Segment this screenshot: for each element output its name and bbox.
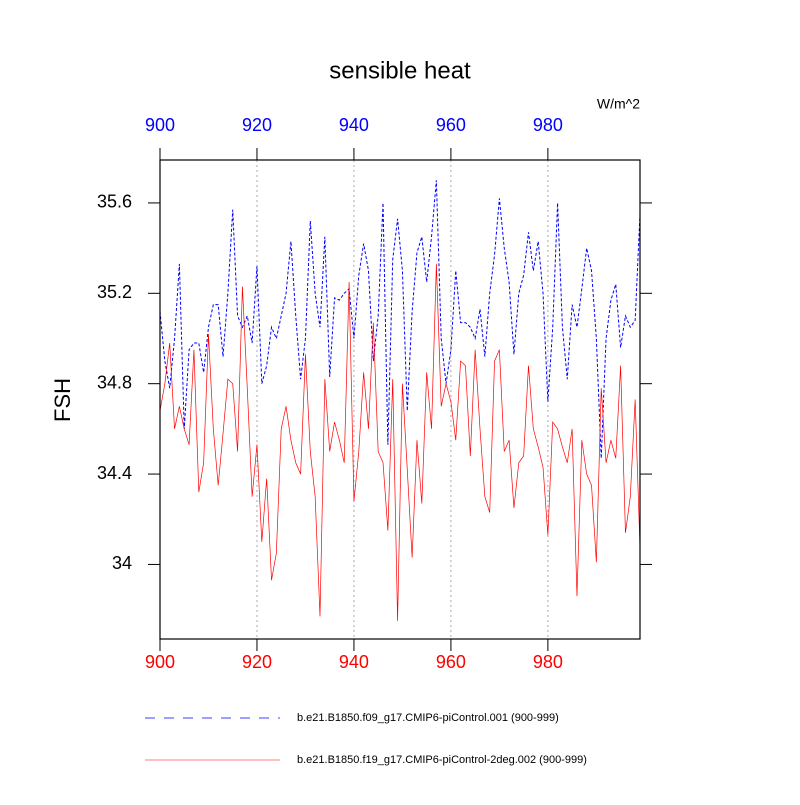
x-tick-label-top: 960 bbox=[436, 115, 466, 135]
units-label: W/m^2 bbox=[597, 96, 640, 112]
y-axis-label: FSH bbox=[50, 378, 75, 422]
y-tick-label: 34.4 bbox=[97, 463, 132, 483]
legend-label: b.e21.B1850.f19_g17.CMIP6-piControl-2deg… bbox=[297, 754, 587, 766]
y-tick-label: 34.8 bbox=[97, 372, 132, 392]
chart-title: sensible heat bbox=[329, 57, 471, 84]
x-tick-label: 960 bbox=[436, 652, 466, 672]
x-tick-label-top: 900 bbox=[145, 115, 175, 135]
x-tick-label-top: 940 bbox=[339, 115, 369, 135]
x-tick-label-top: 980 bbox=[533, 115, 563, 135]
x-tick-label: 940 bbox=[339, 652, 369, 672]
x-tick-label: 900 bbox=[145, 652, 175, 672]
x-tick-label: 920 bbox=[242, 652, 272, 672]
y-tick-label: 34 bbox=[112, 553, 132, 573]
y-tick-label: 35.6 bbox=[97, 192, 132, 212]
x-tick-label: 980 bbox=[533, 652, 563, 672]
plot-frame bbox=[159, 159, 641, 640]
legend-label: b.e21.B1850.f09_g17.CMIP6-piControl.001 … bbox=[297, 712, 559, 724]
y-tick-label: 35.2 bbox=[97, 282, 132, 302]
series-line bbox=[159, 180, 641, 459]
series-line bbox=[159, 263, 641, 621]
x-tick-label-top: 920 bbox=[242, 115, 272, 135]
